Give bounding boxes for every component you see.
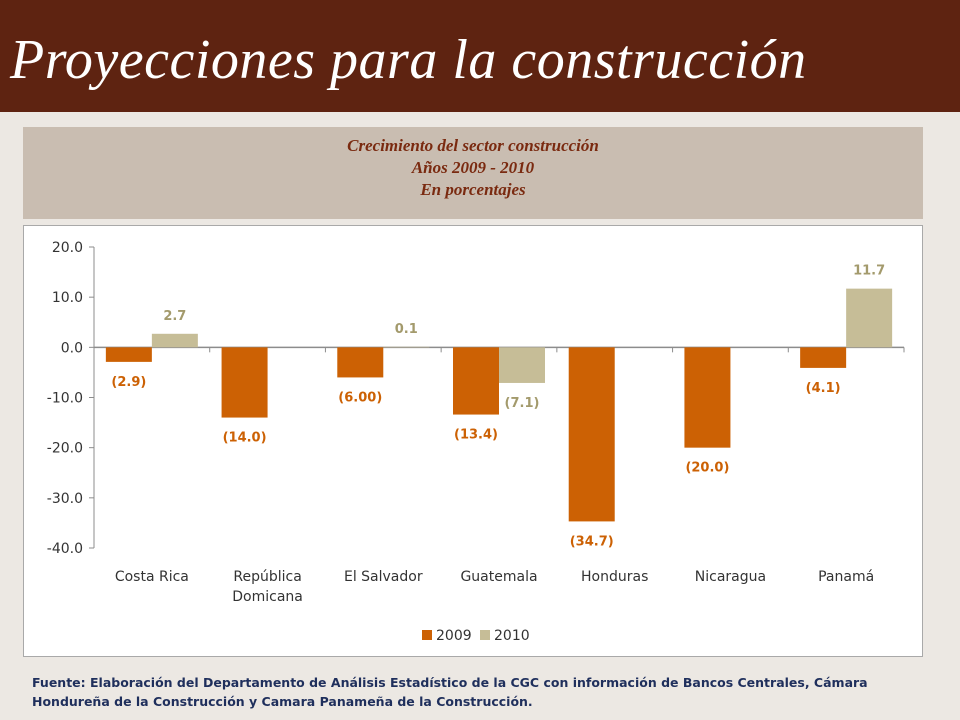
y-tick-label: 20.0: [52, 240, 83, 256]
data-label-2009: (4.1): [806, 381, 841, 396]
data-label-2010: 11.7: [853, 264, 885, 279]
y-tick-label: -10.0: [47, 391, 83, 407]
category-label: Domicana: [232, 589, 303, 605]
data-label-2009: (20.0): [685, 461, 729, 476]
bar-2010: [846, 288, 893, 348]
y-tick-label: 0.0: [61, 340, 83, 356]
data-label-2009: (13.4): [454, 428, 498, 443]
bar-2010: [383, 346, 430, 348]
category-label: El Salvador: [344, 569, 423, 585]
category-label: Guatemala: [460, 569, 537, 585]
bar-2009: [684, 347, 731, 448]
category-label: Nicaragua: [695, 569, 766, 585]
category-label: Honduras: [581, 569, 648, 585]
chart-area: 20.0 10.0 0.0 -10.0 -20.0 -30.0 -40.0 (2.9) 2.7 C…: [23, 225, 923, 657]
y-tick-label: -20.0: [47, 441, 83, 457]
legend-label-2009: 2009: [436, 628, 472, 644]
chart-units: En porcentajes: [420, 180, 526, 199]
category-label: Costa Rica: [115, 569, 189, 585]
legend-swatch-2009: [422, 630, 432, 640]
bar-chart: 20.0 10.0 0.0 -10.0 -20.0 -30.0 -40.0 (2.9) 2.7 C…: [47, 240, 905, 644]
bar-2009: [800, 347, 847, 368]
title-bar: Proyecciones para la construcción: [0, 0, 960, 112]
source-note: Fuente: Elaboración del Departamento de …: [32, 675, 868, 709]
data-label-2010: (7.1): [505, 396, 540, 411]
bar-2010: [499, 347, 545, 383]
data-label-2010: 0.1: [395, 322, 418, 337]
legend-swatch-2010: [480, 630, 490, 640]
category-label: República: [233, 569, 301, 585]
data-label-2009: (14.0): [223, 431, 267, 446]
y-tick-label: 10.0: [52, 290, 83, 306]
bar-2010: [151, 333, 198, 348]
bar-2009: [105, 347, 152, 362]
chart-header: Crecimiento del sector construcción Años…: [23, 127, 923, 219]
data-label-2009: (2.9): [111, 375, 146, 390]
data-label-2009: (34.7): [570, 534, 614, 549]
bar-2009: [337, 347, 384, 378]
data-label-2010: 2.7: [163, 309, 186, 324]
legend-label-2010: 2010: [494, 628, 530, 644]
data-label-2009: (6.00): [338, 390, 382, 405]
slide-title: Proyecciones para la construcción: [10, 29, 807, 91]
y-tick-label: -40.0: [47, 541, 83, 557]
chart-title: Crecimiento del sector construcción: [347, 136, 599, 155]
bar-2009: [568, 347, 615, 522]
bar-2009: [221, 347, 268, 418]
category-label: Panamá: [818, 569, 874, 585]
y-tick-label: -30.0: [47, 491, 83, 507]
chart-years: Años 2009 - 2010: [411, 158, 535, 177]
bar-2009: [453, 347, 499, 415]
